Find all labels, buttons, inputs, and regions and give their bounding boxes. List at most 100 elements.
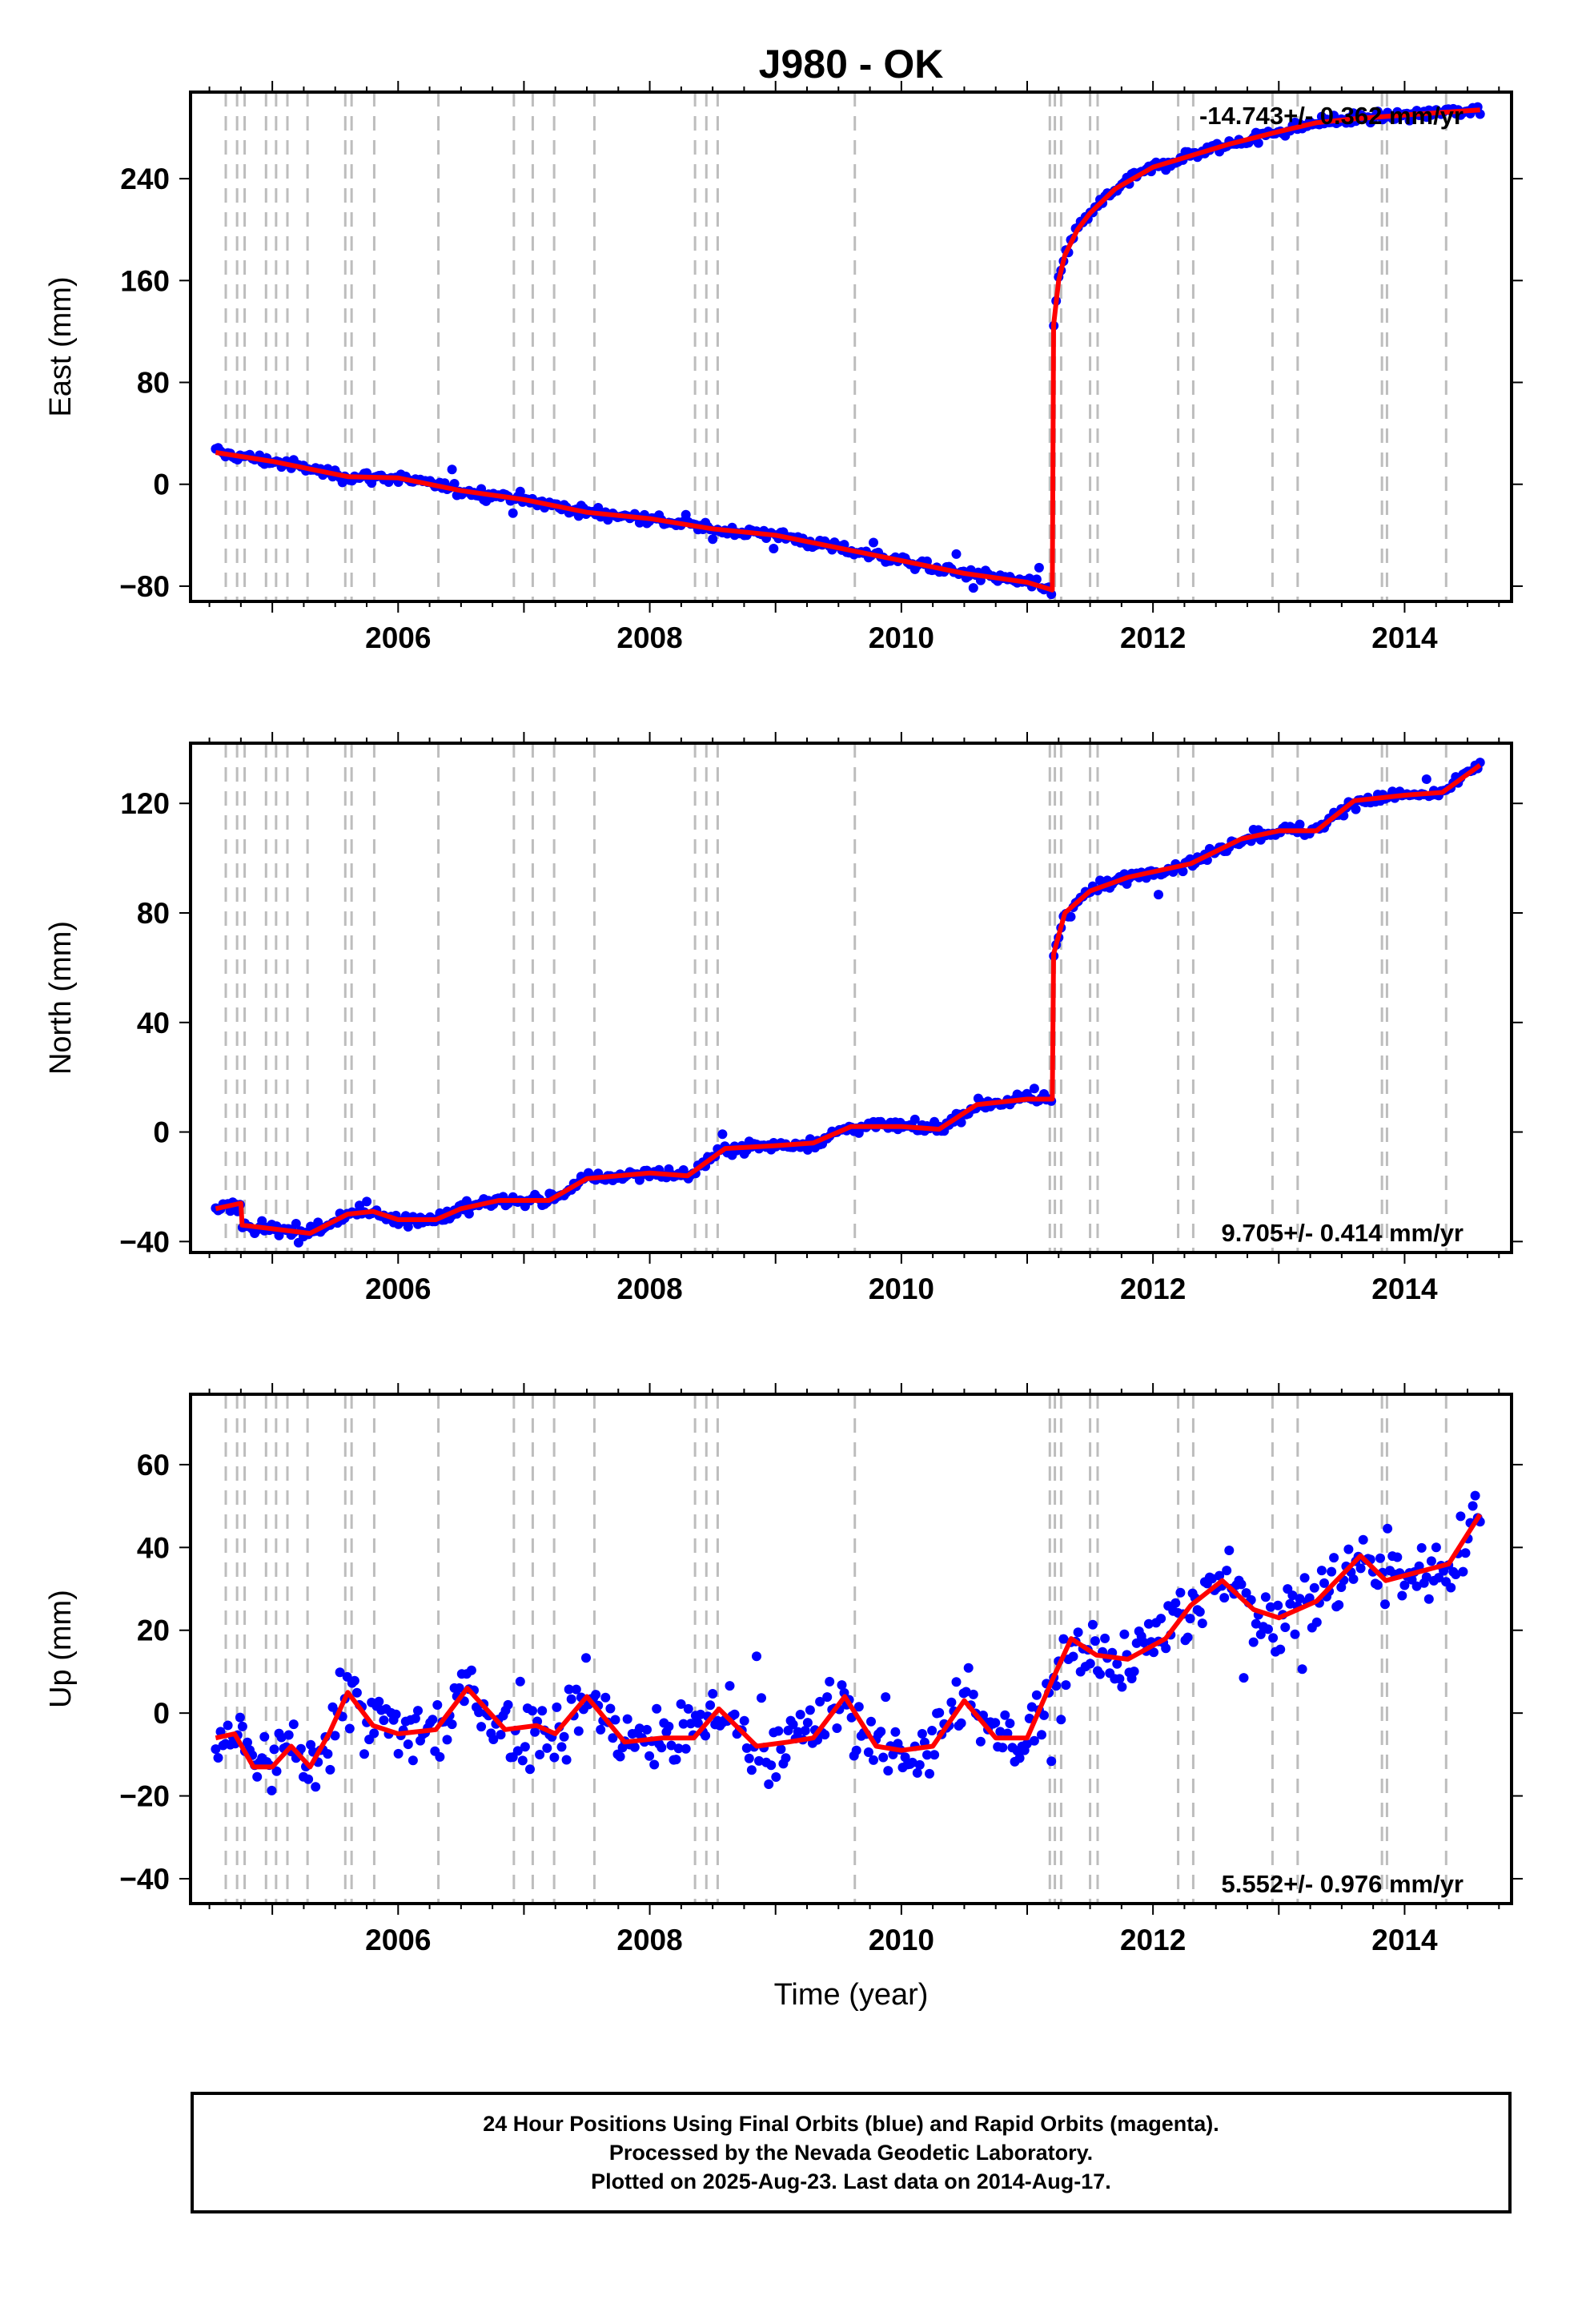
data-point xyxy=(1119,1629,1130,1639)
data-point xyxy=(1295,1594,1305,1604)
data-point xyxy=(1263,1624,1273,1634)
data-point xyxy=(323,1749,333,1759)
data-point xyxy=(820,1730,830,1740)
data-point xyxy=(757,1693,766,1703)
data-point xyxy=(883,1766,893,1776)
data-point xyxy=(975,1736,986,1747)
data-point xyxy=(559,1731,569,1742)
data-point xyxy=(303,1774,314,1784)
data-point xyxy=(1414,1561,1424,1571)
y-tick-label: 80 xyxy=(137,367,170,400)
data-point xyxy=(876,1727,886,1737)
data-point xyxy=(223,1720,233,1731)
data-point xyxy=(930,1750,940,1760)
plot-area xyxy=(211,92,1485,601)
data-point xyxy=(237,1721,247,1731)
data-point xyxy=(1222,1566,1232,1576)
data-point xyxy=(549,1752,560,1763)
data-point xyxy=(283,1730,294,1740)
data-point xyxy=(449,479,460,489)
data-point xyxy=(1058,1634,1069,1644)
blue-points xyxy=(211,102,1485,600)
data-point xyxy=(512,1746,523,1756)
data-point xyxy=(776,1744,786,1755)
y-tick-label: −80 xyxy=(119,570,170,603)
data-point xyxy=(1260,1592,1271,1602)
data-point xyxy=(951,1677,962,1687)
data-point xyxy=(853,1702,864,1712)
data-point xyxy=(1037,1730,1046,1740)
data-point xyxy=(851,1745,861,1755)
data-point xyxy=(685,1719,696,1729)
data-point xyxy=(330,1731,340,1741)
y-tick-label: 0 xyxy=(153,468,170,501)
data-point xyxy=(754,1755,764,1766)
data-point xyxy=(428,1715,438,1725)
data-point xyxy=(1014,1753,1025,1763)
blue-points xyxy=(211,1490,1485,1795)
data-point xyxy=(235,1712,245,1723)
data-point xyxy=(1431,1542,1441,1553)
data-point xyxy=(914,1759,925,1770)
data-point xyxy=(766,1760,777,1771)
data-point xyxy=(520,1742,530,1752)
data-point xyxy=(644,1751,655,1761)
data-point xyxy=(1383,1523,1393,1534)
data-point xyxy=(998,1743,1008,1753)
data-point xyxy=(805,1705,815,1715)
data-point xyxy=(671,1755,681,1765)
data-point xyxy=(961,1687,971,1697)
x-tick-label: 2008 xyxy=(616,621,682,654)
data-point xyxy=(530,1727,540,1737)
data-point xyxy=(1295,819,1305,830)
data-point xyxy=(1297,1664,1307,1675)
data-point xyxy=(454,1683,464,1693)
y-tick-label: 0 xyxy=(153,1116,170,1149)
data-point xyxy=(369,1728,379,1739)
data-point xyxy=(769,544,779,553)
data-point xyxy=(878,1752,889,1763)
data-point xyxy=(1309,1582,1319,1593)
data-point xyxy=(515,486,525,497)
data-point xyxy=(1031,1690,1042,1700)
data-point xyxy=(252,1771,263,1782)
data-point xyxy=(1304,1593,1315,1603)
data-point xyxy=(956,1117,966,1128)
data-point xyxy=(739,1715,749,1726)
data-point xyxy=(335,1667,345,1678)
data-point xyxy=(410,1713,420,1723)
data-point xyxy=(649,1759,660,1770)
y-tick-label: 0 xyxy=(153,1697,170,1730)
data-point xyxy=(1290,1629,1300,1639)
data-point xyxy=(600,1692,611,1703)
data-point xyxy=(666,1740,677,1751)
plot-frame xyxy=(189,742,1513,1254)
data-point xyxy=(525,1764,535,1775)
data-point xyxy=(1468,1501,1478,1511)
data-point xyxy=(1268,1633,1279,1643)
data-point xyxy=(1334,1600,1344,1610)
data-point xyxy=(1156,1614,1166,1624)
data-point xyxy=(729,1709,740,1719)
y-tick-label: −40 xyxy=(119,1225,170,1258)
data-point xyxy=(488,1735,499,1744)
data-point xyxy=(629,1742,640,1752)
data-point xyxy=(1316,1566,1327,1576)
data-point xyxy=(1131,1638,1142,1648)
data-point xyxy=(676,1699,686,1709)
data-point xyxy=(1329,1553,1339,1563)
x-axis-label: Time (year) xyxy=(774,1978,929,2012)
data-point xyxy=(1392,1552,1403,1562)
data-point xyxy=(1416,1542,1427,1553)
data-point xyxy=(291,1219,301,1228)
data-point xyxy=(744,1753,754,1763)
data-point xyxy=(890,1727,901,1737)
data-point xyxy=(447,464,457,475)
data-point xyxy=(1224,1546,1235,1555)
data-point xyxy=(542,1743,552,1753)
data-point xyxy=(447,1719,457,1730)
data-point xyxy=(496,1730,506,1740)
data-point xyxy=(1327,1566,1337,1577)
data-point xyxy=(573,1726,584,1736)
data-point xyxy=(922,1750,932,1760)
